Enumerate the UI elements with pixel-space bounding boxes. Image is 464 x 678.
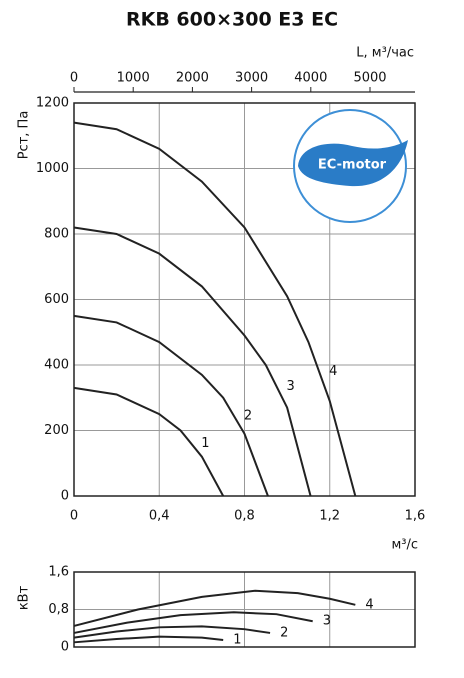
curve [73, 226, 312, 497]
badge-leaf [298, 140, 408, 187]
y-tick-label: 400 [44, 358, 69, 373]
y-tick-label: 1,6 [48, 565, 69, 580]
x2-tick-label: 4000 [294, 71, 327, 86]
curve-label: 2 [244, 408, 252, 423]
plot-frame [73, 102, 416, 497]
x-tick-label: 1,6 [405, 509, 426, 524]
badge-text: EC-motor [318, 158, 387, 173]
curve [73, 625, 271, 639]
y-tick-label: 0 [61, 489, 69, 504]
x-axis-label: м³/с [391, 538, 418, 553]
curve-label: 3 [286, 379, 294, 394]
badge: EC-motor [293, 109, 408, 223]
curve [73, 611, 313, 634]
y-tick-label: 600 [44, 292, 69, 307]
curve [73, 589, 356, 627]
curve-label: 2 [280, 625, 288, 640]
y-tick-label: 0 [61, 640, 69, 655]
x-tick-label: 0 [70, 509, 78, 524]
y-tick-label: 800 [44, 227, 69, 242]
x2-tick-label: 1000 [117, 71, 150, 86]
y-tick-label: 1200 [36, 96, 69, 111]
y-axis-label: Рст, Па [17, 111, 32, 160]
x2-tick-label: 5000 [353, 71, 386, 86]
y-axis-label: кВт [17, 585, 32, 610]
curve-label: 1 [201, 436, 209, 451]
x2-tick-label: 3000 [235, 71, 268, 86]
y-tick-label: 0,8 [48, 602, 69, 617]
curve-label: 4 [329, 364, 337, 379]
x2-tick-label: 2000 [176, 71, 209, 86]
curve-label: 3 [323, 614, 331, 629]
chart-title: RKB 600×300 E3 EC [126, 9, 338, 31]
curve [73, 386, 225, 497]
curve-label: 4 [365, 597, 373, 612]
y-tick-label: 1000 [36, 161, 69, 176]
x-tick-label: 1,2 [319, 509, 340, 524]
curve-label: 1 [233, 632, 241, 647]
x-tick-label: 0,8 [234, 509, 255, 524]
curve [73, 635, 224, 644]
x2-axis-label: L, м³/час [356, 46, 414, 61]
x2-tick-label: 0 [70, 71, 78, 86]
curve [73, 314, 269, 497]
plot-frame [73, 571, 416, 648]
y-tick-label: 200 [44, 423, 69, 438]
x-tick-label: 0,4 [149, 509, 170, 524]
curve [73, 121, 357, 497]
